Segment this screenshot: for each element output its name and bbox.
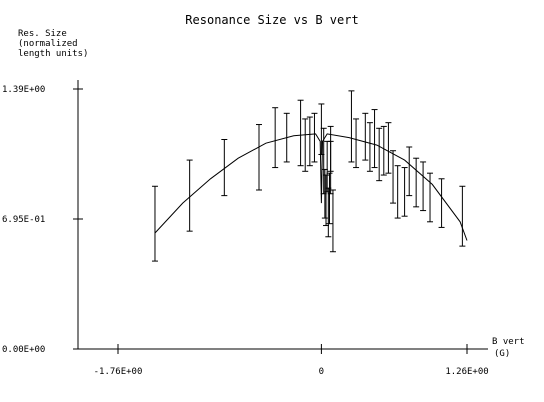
y-tick-label: 1.39E+00 [2,85,45,95]
x-tick-label: -1.76E+00 [94,367,143,377]
chart-title: Resonance Size vs B vert [185,13,358,27]
error-bar [438,178,445,228]
x-tick-label: 1.26E+00 [445,367,488,377]
error-bar [376,127,383,182]
error-bar [302,118,309,172]
error-bar [390,150,397,204]
error-bar [385,122,392,174]
error-bar [406,146,413,197]
error-bar [427,172,434,223]
error-bar [420,161,427,212]
error-bar [186,159,193,232]
error-bar [329,189,336,253]
error-bar [394,165,401,219]
error-bar [413,157,420,208]
error-bar [151,185,158,262]
error-bar [326,172,333,225]
y-axis-label-line: (normalized [18,39,78,49]
x-axis-label-line: B vert [492,337,525,347]
error-bar [459,185,466,247]
error-bar [371,109,378,169]
y-axis-label: Res. Size (normalized length units) [18,29,88,59]
y-tick-label: 6.95E-01 [2,215,45,225]
x-axis-label-line: (G) [494,349,510,359]
y-tick-label: 0.00E+00 [2,345,45,355]
error-bar [221,139,228,197]
fit-curve [154,133,468,241]
error-bar [348,90,355,163]
data-points [151,90,466,262]
error-bar [327,140,334,195]
x-tick-label: 0 [319,367,324,377]
y-axis-label-line: Res. Size [18,29,67,39]
error-bar [306,116,313,167]
error-bar [353,118,360,169]
error-bar [401,167,408,217]
error-bar [255,124,262,191]
error-bar [311,112,318,163]
error-bar [380,125,387,176]
y-ticks: 0.00E+00 6.95E-01 1.39E+00 [2,85,83,355]
error-bar [272,107,279,169]
x-axis-label: B vert (G) [492,337,525,359]
y-axis-label-line: length units) [18,49,88,59]
x-ticks: -1.76E+00 0 1.26E+00 [94,344,489,377]
error-bar [366,122,373,172]
error-bar [362,112,369,161]
error-bar [297,99,304,167]
